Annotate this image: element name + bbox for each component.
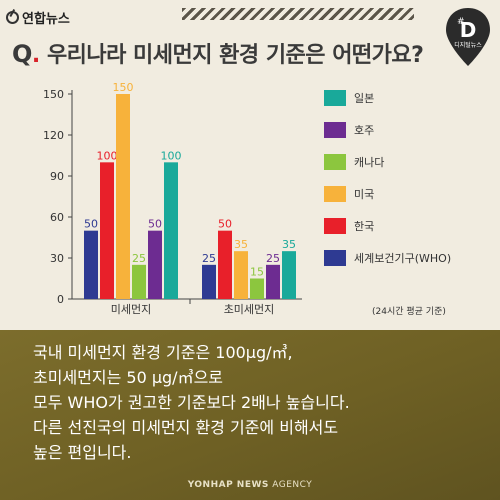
data-label: 50: [148, 218, 162, 231]
legend-label: 한국: [354, 220, 375, 233]
footer-credit: YONHAP NEWS AGENCY: [0, 480, 500, 490]
data-label: 25: [132, 252, 146, 265]
footer-brand: YONHAP NEWS: [187, 480, 269, 490]
message-line: 다른 선진국의 미세먼지 환경 기준에 비해서도: [33, 418, 339, 437]
legend-swatch: [324, 218, 346, 234]
message-line: 국내 미세먼지 환경 기준은 100μg/㎥,: [33, 343, 293, 362]
bar: [100, 162, 114, 299]
legend-swatch: [324, 186, 346, 202]
data-label: 100: [161, 149, 182, 162]
legend-item: 한국: [324, 218, 451, 234]
page-title: Q. 우리나라 미세먼지 환경 기준은 어떤가요?: [12, 37, 424, 69]
bar: [202, 264, 216, 299]
bar-chart: 0306090120150501001502550100미세먼지25503515…: [43, 81, 302, 316]
footer-agency: AGENCY: [268, 480, 313, 490]
y-tick-label: 0: [57, 293, 64, 306]
data-label: 50: [84, 218, 98, 231]
data-label: 15: [250, 266, 264, 279]
legend-label: 세계보건기구(WHO): [354, 252, 452, 265]
bar: [250, 278, 264, 299]
badge-subtitle: 디지털뉴스: [454, 41, 482, 49]
data-label: 150: [113, 81, 134, 94]
message-line: 초미세먼지는 50 μg/㎥으로: [33, 368, 224, 387]
data-label: 50: [218, 218, 232, 231]
bar: [234, 251, 248, 299]
bar: [164, 162, 178, 299]
bar: [84, 230, 98, 299]
question-text: 우리나라 미세먼지 환경 기준은 어떤가요?: [46, 43, 424, 68]
message-line: 모두 WHO가 권고한 기준보다 2배나 높습니다.: [33, 393, 350, 412]
data-label: 25: [202, 252, 216, 265]
y-tick-label: 150: [43, 88, 64, 101]
badge-letter: D: [460, 18, 477, 42]
y-tick-label: 60: [50, 211, 64, 224]
legend-item: 미국: [324, 186, 451, 202]
chart-panel: 연합뉴스 # D 디지털뉴스 Q. 우리나라 미세먼지 환경 기준은 어떤가요?…: [0, 0, 500, 330]
digital-news-badge-icon: # D 디지털뉴스: [446, 8, 490, 66]
y-tick-label: 120: [43, 129, 64, 142]
data-label: 25: [266, 252, 280, 265]
question-prefix: Q: [12, 40, 32, 68]
legend-swatch: [324, 250, 346, 266]
y-tick-label: 90: [50, 170, 64, 183]
question-dot: .: [31, 43, 40, 68]
bar: [132, 264, 146, 299]
legend-swatch: [324, 90, 346, 106]
bar: [148, 230, 162, 299]
data-label: 35: [282, 238, 296, 251]
legend-item: 일본: [324, 90, 451, 106]
bar: [218, 230, 232, 299]
x-tick-label: 초미세먼지: [224, 303, 275, 316]
chart-note: (24시간 평균 기준): [372, 307, 446, 317]
legend-item: 세계보건기구(WHO): [324, 250, 451, 266]
bar: [266, 264, 280, 299]
bar: [282, 251, 296, 299]
yonhap-logo: 연합뉴스: [6, 8, 70, 27]
x-tick-label: 미세먼지: [111, 303, 151, 316]
legend-label: 일본: [354, 92, 375, 105]
legend-label: 캐나다: [354, 156, 385, 169]
legend-item: 호주: [324, 122, 451, 138]
legend-swatch: [324, 122, 346, 138]
bar: [116, 94, 130, 299]
decorative-stripe: [182, 8, 414, 20]
legend-label: 호주: [354, 124, 375, 137]
logo-text: 연합뉴스: [22, 12, 70, 27]
data-label: 100: [97, 149, 118, 162]
svg-text:#: #: [457, 17, 465, 27]
legend-swatch: [324, 154, 346, 170]
data-label: 35: [234, 238, 248, 251]
y-tick-label: 30: [50, 252, 64, 265]
yonhap-logo-icon: [6, 11, 19, 24]
message-line: 높은 편입니다.: [33, 443, 132, 462]
legend-item: 캐나다: [324, 154, 451, 170]
legend-label: 미국: [354, 188, 375, 201]
